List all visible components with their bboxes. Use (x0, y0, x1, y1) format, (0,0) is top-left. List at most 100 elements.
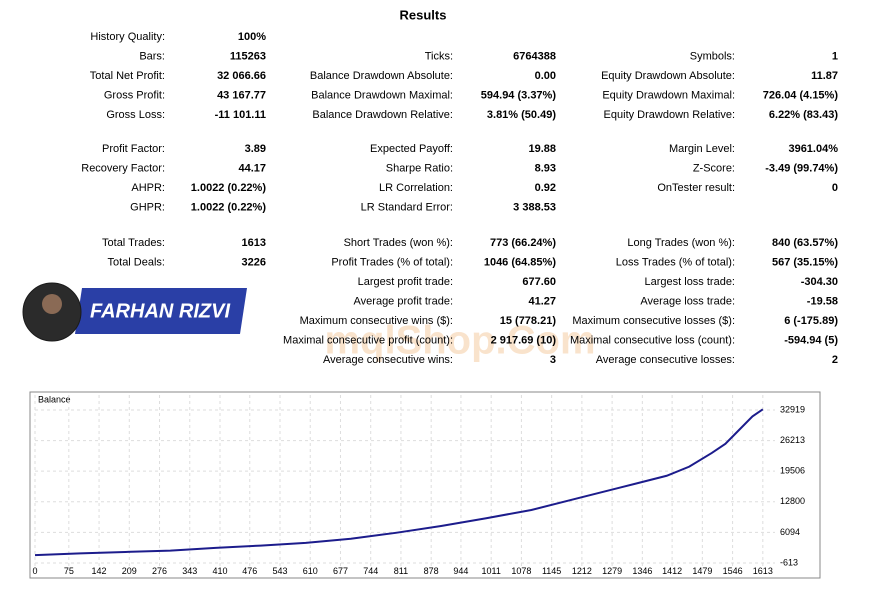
field-label: Profit Factor: (102, 143, 165, 155)
field-label: AHPR: (131, 182, 165, 194)
field-label: Symbols: (690, 50, 735, 62)
field-label: Loss Trades (% of total): (616, 256, 735, 268)
field-label: Balance Drawdown Relative: (312, 109, 453, 121)
y-tick-label: 12800 (780, 496, 805, 506)
x-tick-label: 610 (303, 566, 318, 576)
x-tick-label: 343 (182, 566, 197, 576)
field-label: Average consecutive wins: (323, 354, 453, 366)
field-value: 41.27 (528, 295, 556, 307)
field-value: 32 066.66 (217, 70, 266, 82)
avatar-face (42, 294, 62, 314)
field-value: 567 (35.15%) (772, 256, 838, 268)
field-label: Average profit trade: (354, 295, 453, 307)
field-label: Short Trades (won %): (344, 237, 453, 249)
field-value: 3961.04% (788, 143, 838, 155)
y-tick-label: -613 (780, 557, 798, 567)
field-value: 6 (-175.89) (784, 315, 838, 327)
field-label: Balance Drawdown Absolute: (310, 70, 453, 82)
field-value: 0 (832, 182, 838, 194)
field-label: Equity Drawdown Maximal: (602, 89, 735, 101)
x-tick-label: 276 (152, 566, 167, 576)
field-label: Largest profit trade: (358, 276, 453, 288)
y-tick-label: 26213 (780, 435, 805, 445)
field-value: 6.22% (83.43) (769, 109, 838, 121)
x-tick-label: 744 (363, 566, 378, 576)
field-value: 594.94 (3.37%) (481, 89, 557, 101)
x-tick-label: 1546 (723, 566, 743, 576)
field-value: 6764388 (513, 50, 556, 62)
x-tick-label: 1479 (692, 566, 712, 576)
field-label: Gross Profit: (104, 89, 165, 101)
x-tick-label: 142 (92, 566, 107, 576)
x-tick-label: 0 (32, 566, 37, 576)
x-tick-label: 1145 (542, 566, 561, 576)
field-label: LR Correlation: (379, 182, 453, 194)
field-value: 3.81% (50.49) (487, 109, 556, 121)
y-tick-label: 32919 (780, 404, 805, 414)
field-value: 100% (238, 31, 266, 43)
badge-bg (75, 288, 247, 334)
y-tick-label: 19506 (780, 466, 805, 476)
field-value: -3.49 (99.74%) (765, 162, 838, 174)
x-tick-label: 1613 (753, 566, 773, 576)
field-value: 726.04 (4.15%) (763, 89, 839, 101)
field-label: Recovery Factor: (81, 162, 165, 174)
report-title: Results (400, 7, 447, 22)
field-value: 44.17 (238, 162, 266, 174)
x-tick-label: 410 (212, 566, 227, 576)
field-value: 1 (832, 50, 838, 62)
field-value: 0.92 (535, 182, 556, 194)
chart-frame (29, 391, 821, 579)
field-value: 677.60 (522, 276, 556, 288)
field-label: Equity Drawdown Relative: (604, 109, 735, 121)
field-value: -11 101.11 (215, 109, 266, 121)
watermark: mqlShop.Com (324, 319, 595, 363)
badge-text: FARHAN RIZVI (90, 300, 230, 322)
field-label: Gross Loss: (106, 109, 165, 121)
x-tick-label: 811 (394, 566, 408, 576)
x-tick-label: 75 (64, 566, 74, 576)
field-label: Total Trades: (102, 237, 165, 249)
field-label: Total Net Profit: (90, 70, 165, 82)
field-value: 3226 (242, 256, 266, 268)
field-value: 3 388.53 (513, 201, 556, 213)
field-value: 2 (832, 354, 838, 366)
field-label: Profit Trades (% of total): (331, 256, 453, 268)
field-label: Balance Drawdown Maximal: (311, 89, 453, 101)
x-tick-label: 878 (424, 566, 439, 576)
badge: FARHAN RIZVI (22, 282, 247, 342)
field-value: 11.87 (811, 70, 838, 82)
field-label: Maximum consecutive wins ($): (300, 315, 453, 327)
field-label: Maximal consecutive loss (count): (570, 334, 735, 346)
x-tick-label: 1279 (602, 566, 622, 576)
field-value: 840 (63.57%) (772, 237, 838, 249)
field-value: 1613 (242, 237, 266, 249)
field-label: GHPR: (130, 201, 165, 213)
x-tick-label: 944 (453, 566, 468, 576)
field-label: Ticks: (425, 50, 453, 62)
field-value: 2 917.69 (10) (491, 334, 557, 346)
field-label: Average consecutive losses: (596, 354, 735, 366)
field-label: Long Trades (won %): (627, 237, 735, 249)
field-value: 773 (66.24%) (490, 237, 556, 249)
field-label: Maximum consecutive losses ($): (572, 315, 735, 327)
field-label: Total Deals: (108, 256, 165, 268)
field-value: 43 167.77 (217, 89, 266, 101)
x-tick-label: 476 (242, 566, 257, 576)
x-tick-label: 1078 (511, 566, 531, 576)
field-label: History Quality: (90, 31, 165, 43)
field-value: 3.89 (245, 143, 266, 155)
field-label: Z-Score: (693, 162, 735, 174)
field-value: 1.0022 (0.22%) (191, 201, 267, 213)
y-tick-label: 6094 (780, 527, 800, 537)
field-value: -19.58 (807, 295, 838, 307)
x-tick-label: 1212 (572, 566, 592, 576)
field-label: Average loss trade: (640, 295, 735, 307)
field-label: Sharpe Ratio: (386, 162, 453, 174)
chart-title: Balance (38, 394, 71, 404)
field-value: 15 (778.21) (500, 315, 557, 327)
field-value: 0.00 (535, 70, 556, 82)
field-label: Maximal consecutive profit (count): (283, 334, 453, 346)
field-value: -304.30 (801, 276, 838, 288)
